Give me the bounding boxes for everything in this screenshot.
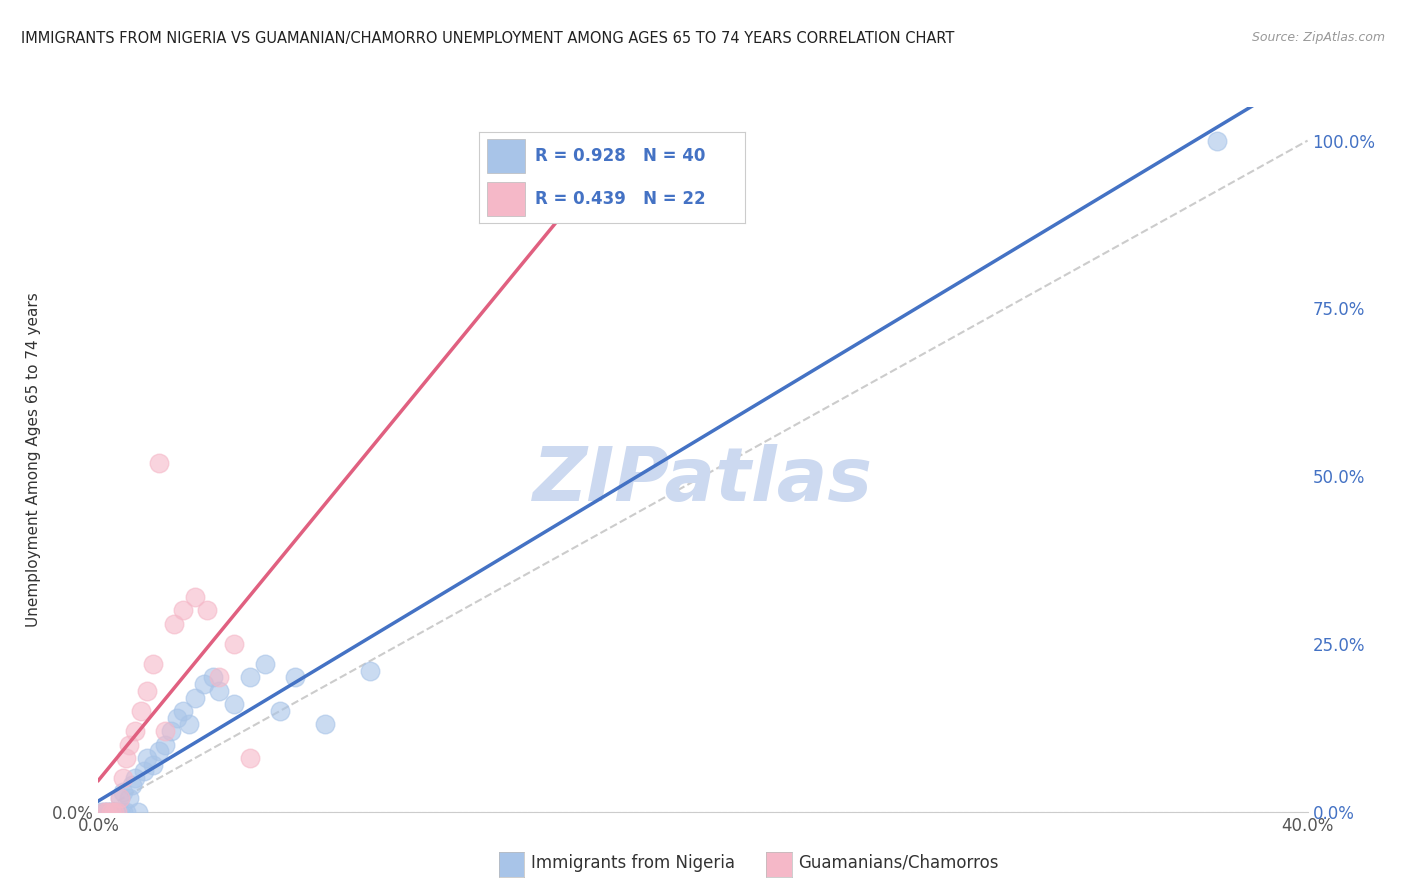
Point [100, 805, 122, 819]
Point [193, 677, 215, 691]
Point [239, 751, 262, 765]
Point [105, 805, 128, 819]
Point [127, 805, 149, 819]
Point [208, 684, 231, 698]
Point [172, 603, 194, 617]
Point [114, 805, 136, 819]
Point [108, 805, 131, 819]
Text: Guamanians/Chamorros: Guamanians/Chamorros [799, 854, 1000, 871]
Point [1206, 134, 1229, 148]
Point [114, 751, 136, 765]
Point [184, 690, 207, 705]
Point [103, 805, 125, 819]
Point [108, 791, 131, 805]
Point [179, 717, 201, 731]
Point [103, 805, 125, 819]
Point [124, 724, 146, 739]
Point [284, 671, 307, 685]
Point [96, 805, 118, 819]
Text: Source: ZipAtlas.com: Source: ZipAtlas.com [1251, 31, 1385, 45]
Point [93, 805, 115, 819]
Point [132, 764, 155, 779]
Point [360, 664, 382, 678]
Point [148, 456, 170, 470]
Point [111, 805, 134, 819]
Point [108, 791, 131, 805]
Point [195, 603, 218, 617]
Point [208, 671, 231, 685]
Point [135, 751, 157, 765]
Point [142, 657, 165, 671]
Text: Immigrants from Nigeria: Immigrants from Nigeria [531, 854, 735, 871]
Point [124, 771, 146, 785]
Point [314, 717, 336, 731]
Text: ZIPatlas: ZIPatlas [533, 444, 873, 517]
Point [163, 616, 186, 631]
Point [129, 704, 152, 718]
Point [100, 805, 122, 819]
Point [93, 805, 115, 819]
Point [224, 698, 246, 712]
Point [118, 738, 141, 752]
Point [166, 711, 188, 725]
Point [239, 671, 262, 685]
Point [153, 724, 176, 739]
Point [111, 771, 134, 785]
Point [153, 738, 176, 752]
Point [111, 784, 134, 798]
Point [269, 704, 291, 718]
Point [142, 757, 165, 772]
Point [105, 805, 128, 819]
Point [118, 791, 141, 805]
Point [90, 805, 112, 819]
Text: IMMIGRANTS FROM NIGERIA VS GUAMANIAN/CHAMORRO UNEMPLOYMENT AMONG AGES 65 TO 74 Y: IMMIGRANTS FROM NIGERIA VS GUAMANIAN/CHA… [21, 31, 955, 46]
Point [202, 671, 225, 685]
Point [160, 724, 183, 739]
Point [184, 590, 207, 604]
Y-axis label: Unemployment Among Ages 65 to 74 years: Unemployment Among Ages 65 to 74 years [25, 292, 41, 627]
Point [224, 637, 246, 651]
Point [253, 657, 276, 671]
Point [172, 704, 194, 718]
Point [121, 778, 143, 792]
Point [96, 805, 118, 819]
Point [105, 805, 128, 819]
Point [103, 805, 125, 819]
Point [148, 744, 170, 758]
Point [96, 805, 118, 819]
Point [100, 805, 122, 819]
Point [135, 684, 157, 698]
